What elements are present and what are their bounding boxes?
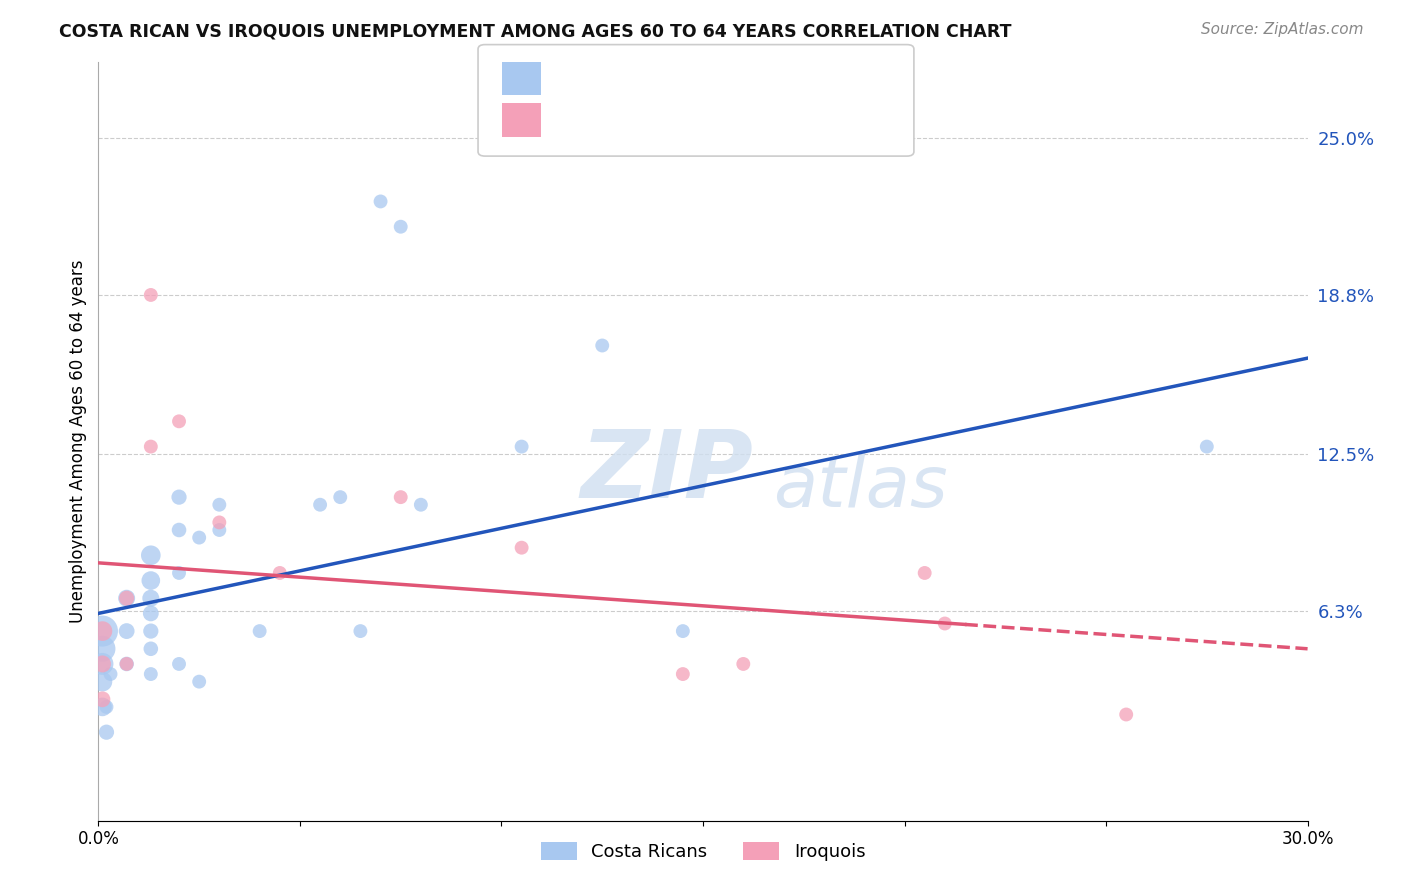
Point [409, 498, 432, 512]
Point [139, 288, 162, 302]
Point [96, 699, 118, 714]
Point [139, 667, 162, 681]
Point [100, 667, 122, 681]
Point [914, 566, 936, 580]
Point [139, 440, 162, 454]
Point [389, 490, 412, 504]
Point [91, 624, 114, 639]
Point [510, 440, 533, 454]
Point [115, 591, 138, 606]
Point [591, 338, 613, 352]
Text: N =: N = [675, 69, 717, 88]
Text: 0.281: 0.281 [600, 69, 659, 88]
Point [91, 657, 114, 671]
Text: R =: R = [555, 69, 596, 88]
Text: -0.171: -0.171 [600, 111, 666, 130]
Point [167, 657, 190, 671]
Point [115, 657, 138, 671]
Point [91, 674, 114, 689]
Point [208, 516, 231, 530]
Legend: Costa Ricans, Iroquois: Costa Ricans, Iroquois [533, 835, 873, 869]
Point [188, 674, 211, 689]
Point [188, 531, 211, 545]
Point [91, 699, 114, 714]
Point [139, 574, 162, 588]
Y-axis label: Unemployment Among Ages 60 to 64 years: Unemployment Among Ages 60 to 64 years [69, 260, 87, 624]
Text: COSTA RICAN VS IROQUOIS UNEMPLOYMENT AMONG AGES 60 TO 64 YEARS CORRELATION CHART: COSTA RICAN VS IROQUOIS UNEMPLOYMENT AMO… [59, 22, 1011, 40]
Point [733, 657, 755, 671]
Point [208, 523, 231, 537]
Text: ZIP: ZIP [581, 425, 754, 518]
Point [139, 624, 162, 639]
Point [139, 591, 162, 606]
Point [349, 624, 371, 639]
Point [139, 641, 162, 656]
Point [249, 624, 271, 639]
Point [672, 624, 695, 639]
Point [389, 219, 412, 234]
Point [167, 490, 190, 504]
Point [91, 657, 114, 671]
Point [139, 607, 162, 621]
Text: N =: N = [675, 111, 717, 130]
Point [1195, 440, 1218, 454]
Text: 17: 17 [721, 111, 747, 130]
Point [91, 641, 114, 656]
Point [115, 624, 138, 639]
Point [934, 616, 956, 631]
Point [167, 414, 190, 428]
Point [309, 498, 332, 512]
Text: Source: ZipAtlas.com: Source: ZipAtlas.com [1201, 22, 1364, 37]
Point [510, 541, 533, 555]
Text: R =: R = [555, 111, 596, 130]
Text: 37: 37 [721, 69, 748, 88]
Point [139, 548, 162, 563]
Point [91, 624, 114, 639]
Point [167, 566, 190, 580]
Point [269, 566, 291, 580]
Point [329, 490, 352, 504]
Point [208, 498, 231, 512]
Point [370, 194, 392, 209]
Point [91, 692, 114, 706]
Point [115, 657, 138, 671]
Point [167, 523, 190, 537]
Point [96, 725, 118, 739]
Point [115, 591, 138, 606]
Point [1115, 707, 1137, 722]
Point [672, 667, 695, 681]
Text: atlas: atlas [773, 452, 948, 522]
